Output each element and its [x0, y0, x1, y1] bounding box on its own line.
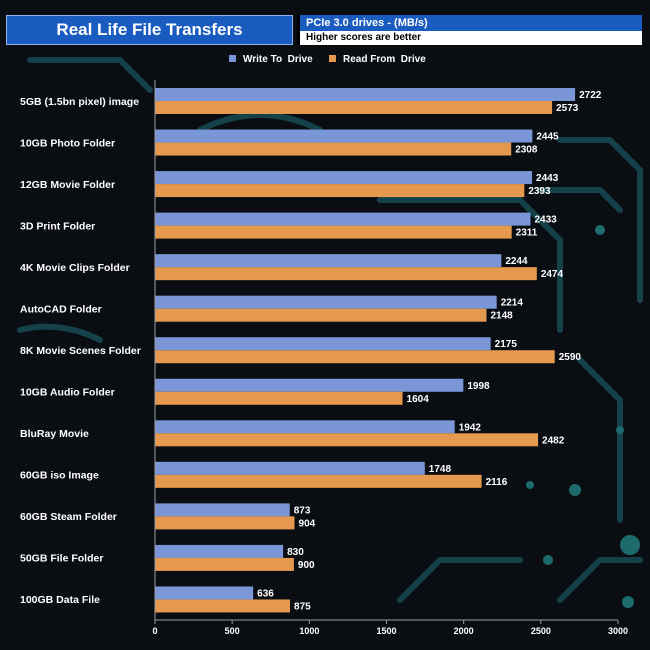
read-value-label: 904	[299, 518, 316, 529]
category-label: 10GB Audio Folder	[20, 387, 115, 399]
read-value-label: 2148	[491, 311, 514, 322]
read-bar	[155, 225, 512, 239]
category-label: 3D Print Folder	[20, 220, 95, 232]
read-bar	[155, 267, 537, 281]
write-bar	[155, 254, 502, 268]
read-bar	[155, 474, 482, 488]
write-value-label: 2175	[495, 339, 518, 350]
write-bar	[155, 544, 284, 558]
x-tick-label: 2500	[531, 626, 551, 636]
read-bar	[155, 308, 487, 322]
read-value-label: 2116	[486, 477, 508, 488]
category-label: 8K Movie Scenes Folder	[20, 345, 141, 357]
category-label: BluRay Movie	[20, 428, 89, 440]
legend-write-label: Write To Drive	[243, 54, 313, 65]
write-value-label: 830	[287, 547, 304, 558]
read-value-label: 2474	[541, 269, 564, 280]
write-value-label: 1998	[467, 381, 490, 392]
legend-read-swatch	[329, 55, 336, 62]
chart-title: Real Life File Transfers	[6, 15, 293, 45]
x-tick-label: 1500	[376, 626, 396, 636]
category-label: 60GB Steam Folder	[20, 511, 117, 523]
x-tick-label: 2000	[454, 626, 474, 636]
write-value-label: 873	[294, 505, 311, 516]
write-bar	[155, 129, 533, 143]
write-bar	[155, 420, 455, 434]
write-value-label: 636	[257, 588, 274, 599]
chart-subtitle: PCIe 3.0 drives - (MB/s)	[297, 15, 642, 31]
read-value-label: 2482	[542, 435, 565, 446]
legend-read-label: Read From Drive	[343, 54, 426, 65]
write-bar	[155, 295, 497, 309]
x-tick-label: 0	[152, 626, 157, 636]
x-tick-label: 3000	[608, 626, 628, 636]
write-value-label: 2722	[579, 90, 602, 101]
write-value-label: 1942	[459, 422, 482, 433]
read-bar	[155, 350, 555, 364]
write-value-label: 2214	[501, 298, 524, 309]
read-value-label: 2308	[515, 145, 538, 156]
chart-note: Higher scores are better	[297, 31, 642, 45]
category-label: 10GB Photo Folder	[20, 137, 115, 149]
write-bar	[155, 586, 254, 600]
read-value-label: 900	[298, 560, 315, 571]
read-bar	[155, 142, 512, 156]
write-value-label: 2244	[505, 256, 528, 267]
read-value-label: 2393	[528, 186, 551, 197]
read-bar	[155, 184, 525, 198]
category-label: 50GB File Folder	[20, 553, 103, 565]
category-label: AutoCAD Folder	[20, 303, 102, 315]
read-bar	[155, 391, 403, 405]
read-value-label: 875	[294, 601, 311, 612]
read-bar	[155, 516, 295, 530]
write-bar	[155, 378, 464, 392]
read-value-label: 2311	[516, 228, 538, 239]
write-bar	[155, 337, 491, 351]
x-tick-label: 1000	[299, 626, 319, 636]
category-label: 60GB iso Image	[20, 470, 99, 482]
category-label: 5GB (1.5bn pixel) image	[20, 96, 139, 108]
write-bar	[155, 503, 290, 517]
read-bar	[155, 433, 539, 447]
legend-write-swatch	[229, 55, 236, 62]
write-value-label: 1748	[429, 464, 452, 475]
x-tick-label: 500	[225, 626, 240, 636]
write-value-label: 2443	[536, 173, 559, 184]
category-label: 12GB Movie Folder	[20, 179, 115, 191]
write-value-label: 2433	[534, 215, 557, 226]
read-value-label: 1604	[407, 394, 430, 405]
read-bar	[155, 599, 291, 613]
read-value-label: 2590	[559, 352, 582, 363]
category-label: 4K Movie Clips Folder	[20, 262, 130, 274]
category-label: 100GB Data File	[20, 594, 100, 606]
write-bar	[155, 461, 425, 475]
read-bar	[155, 557, 294, 571]
write-bar	[155, 212, 531, 226]
read-bar	[155, 101, 553, 114]
write-value-label: 2445	[536, 132, 559, 143]
write-bar	[155, 171, 533, 185]
write-bar	[155, 88, 576, 101]
read-value-label: 2573	[556, 103, 579, 114]
